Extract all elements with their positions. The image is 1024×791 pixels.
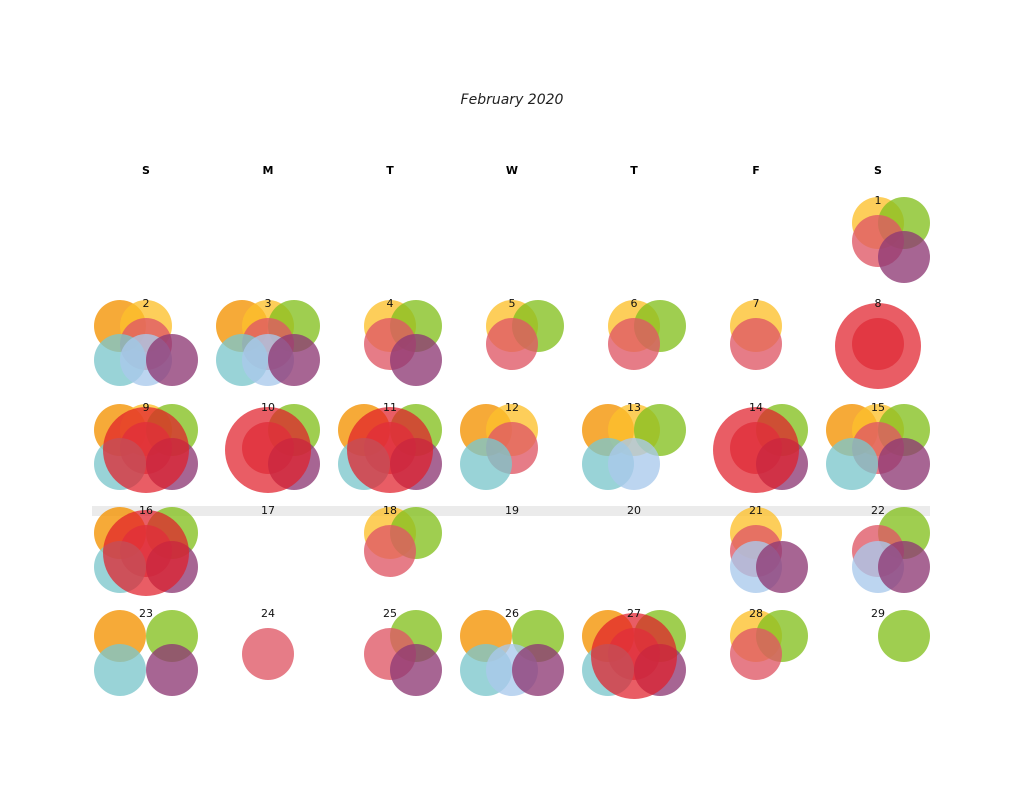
day-number: 8 [875,297,882,310]
day-cell: 12 [460,401,538,490]
day-number: 14 [749,401,763,414]
day-cell: 26 [460,607,564,696]
weekday-label: F [752,164,760,177]
day-cell: 1 [852,194,930,283]
day-number: 18 [383,504,397,517]
day-number: 19 [505,504,519,517]
bubble-purple [756,541,808,593]
bubble-purple [512,644,564,696]
bubble-red [347,407,433,493]
day-cell: 19 [505,504,519,517]
bubble-purple [146,334,198,386]
day-cell: 17 [261,504,275,517]
weekday-label: S [142,164,150,177]
chart-title: February 2020 [461,92,564,108]
day-cell: 9 [94,401,198,493]
day-cell: 5 [486,297,564,370]
day-number: 2 [143,297,150,310]
day-cell: 20 [627,504,641,517]
weekday-label: W [506,164,518,177]
day-number: 11 [383,401,397,414]
bubble-pink [486,318,538,370]
bubble-purple [878,231,930,283]
day-number: 9 [143,401,150,414]
day-number: 6 [631,297,638,310]
day-number: 28 [749,607,763,620]
bubble-purple [878,541,930,593]
bubble-blue [608,438,660,490]
weekday-label: M [263,164,274,177]
bubble-red [225,407,311,493]
bubble-red [103,510,189,596]
day-cell: 3 [216,297,320,386]
day-number: 26 [505,607,519,620]
day-cell: 6 [608,297,686,370]
day-number: 23 [139,607,153,620]
bubble-purple [390,644,442,696]
bubble-teal [94,644,146,696]
bubble-pink [730,318,782,370]
day-cell: 15 [826,401,930,490]
bubble-teal [460,438,512,490]
bubble-green [878,610,930,662]
week-highlight-band [92,506,930,516]
day-number: 16 [139,504,153,517]
day-cell: 21 [730,504,808,593]
day-number: 7 [753,297,760,310]
day-cell: 7 [730,297,782,370]
day-cell: 29 [871,607,930,662]
bubble-pink [608,318,660,370]
bubble-red [713,407,799,493]
day-cell: 2 [94,297,198,386]
day-cell: 11 [338,401,442,493]
day-number: 27 [627,607,641,620]
bubble-teal [826,438,878,490]
bubble-purple [390,334,442,386]
bubble-pink [242,628,294,680]
day-number: 25 [383,607,397,620]
bubble-red [835,303,921,389]
day-number: 12 [505,401,519,414]
day-cell: 28 [730,607,808,680]
day-cell: 10 [225,401,320,493]
bubble-red [103,407,189,493]
bubble-purple [268,334,320,386]
weekday-label: T [386,164,394,177]
bubble-purple [878,438,930,490]
day-number: 20 [627,504,641,517]
day-number: 17 [261,504,275,517]
day-number: 24 [261,607,275,620]
day-cell: 4 [364,297,442,386]
day-cell: 18 [364,504,442,577]
day-cell: 16 [94,504,198,596]
day-number: 22 [871,504,885,517]
day-number: 15 [871,401,885,414]
bubble-red [591,613,677,699]
day-number: 21 [749,504,763,517]
day-cell: 13 [582,401,686,490]
day-number: 4 [387,297,394,310]
day-number: 1 [875,194,882,207]
day-cell: 14 [713,401,808,493]
day-number: 10 [261,401,275,414]
weekday-label: T [630,164,638,177]
weekday-label: S [874,164,882,177]
day-number: 5 [509,297,516,310]
bubble-pink [730,628,782,680]
day-cell: 23 [94,607,198,696]
bubble-pink [364,525,416,577]
day-number: 3 [265,297,272,310]
day-cell: 25 [364,607,442,696]
day-cell: 22 [852,504,930,593]
day-cell: 27 [582,607,686,699]
day-number: 29 [871,607,885,620]
bubble-purple [146,644,198,696]
day-number: 13 [627,401,641,414]
day-cell: 24 [242,607,294,680]
day-cell: 8 [835,297,921,389]
